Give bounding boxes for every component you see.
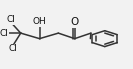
Text: O: O — [70, 17, 79, 27]
Text: OH: OH — [33, 17, 46, 26]
Text: Cl: Cl — [0, 29, 8, 38]
Text: Cl: Cl — [8, 44, 17, 53]
Text: Cl: Cl — [7, 15, 16, 24]
